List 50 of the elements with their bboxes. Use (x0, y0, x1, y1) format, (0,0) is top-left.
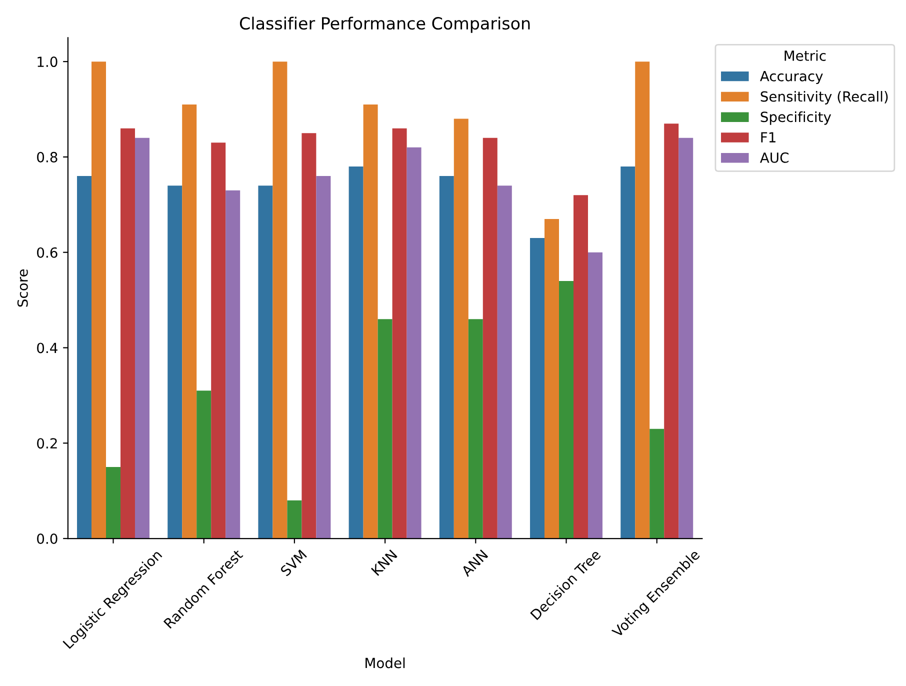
bar (497, 186, 512, 539)
x-axis-title: Model (366, 657, 405, 668)
bar (544, 218, 559, 539)
y-axis-title: Score (17, 269, 28, 307)
y-tick-label: 0.0 (37, 533, 58, 544)
bar (454, 118, 468, 539)
bar (196, 390, 212, 539)
bar (258, 186, 273, 539)
y-tick-label: 0.8 (37, 152, 58, 162)
bar (392, 128, 407, 539)
bar (678, 138, 694, 539)
bar (559, 280, 574, 539)
bar (588, 252, 602, 539)
bar (92, 62, 106, 539)
legend-label: AUC (760, 152, 788, 163)
legend-title: Metric (784, 50, 826, 61)
bar (635, 62, 650, 539)
bar (106, 466, 120, 539)
bar (226, 190, 240, 539)
bar (211, 142, 226, 539)
bar (77, 176, 92, 539)
chart-title: Classifier Performance Comparison (240, 16, 530, 33)
bar (378, 319, 392, 539)
bar (348, 166, 364, 539)
y-tick-label: 0.6 (37, 247, 58, 258)
bar (482, 138, 498, 539)
bar (664, 124, 679, 539)
bar (168, 186, 182, 539)
bar (363, 104, 378, 539)
bar (120, 128, 135, 539)
y-tick-label: 1.0 (38, 56, 58, 68)
bar (316, 176, 331, 539)
bar (468, 319, 483, 539)
legend-label: Accuracy (760, 71, 823, 84)
bar (302, 133, 316, 539)
bar (574, 195, 588, 539)
y-tick-label: 0.4 (37, 342, 58, 354)
bar (650, 428, 664, 539)
bar (287, 500, 302, 539)
y-tick-label: 0.2 (37, 438, 57, 449)
legend-label: Specificity (760, 111, 832, 125)
bar (439, 176, 454, 539)
bar (272, 62, 288, 539)
bar (182, 104, 197, 539)
bar (530, 238, 545, 539)
legend-label: Sensitivity (Recall) (760, 91, 888, 104)
bar (134, 138, 150, 539)
bar (620, 166, 636, 539)
legend-label: F1 (761, 132, 776, 142)
bar (406, 147, 422, 539)
